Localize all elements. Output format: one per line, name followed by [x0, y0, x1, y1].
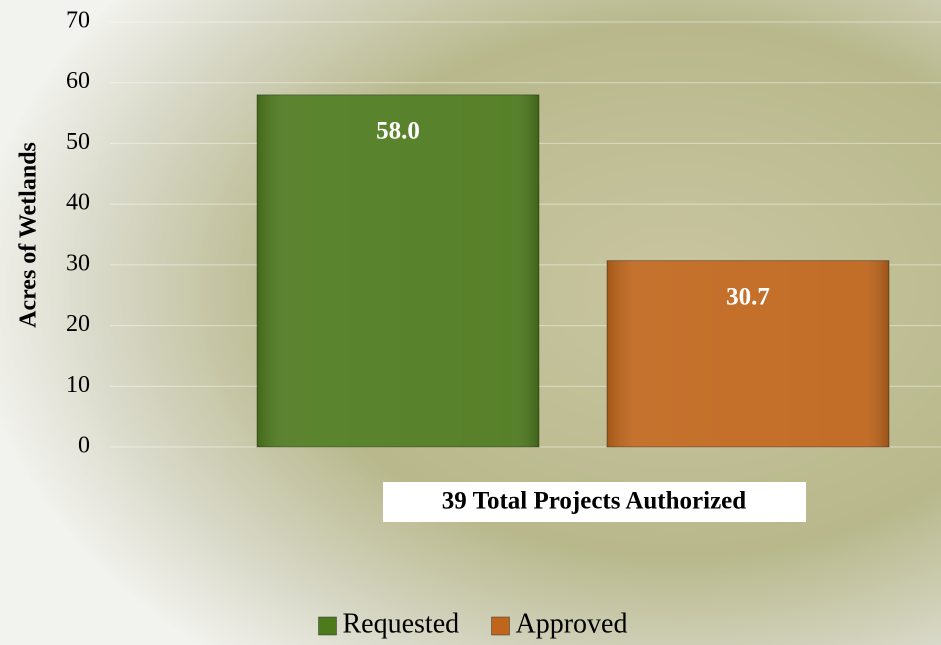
y-tick-label: 30 [66, 250, 90, 276]
legend-swatch [319, 617, 337, 635]
y-tick-label: 60 [66, 68, 90, 94]
value-label: 30.7 [726, 283, 770, 310]
y-tick-label: 10 [66, 372, 90, 398]
y-tick-label: 50 [66, 129, 90, 155]
value-label: 58.0 [376, 118, 420, 145]
y-tick-label: 0 [78, 433, 90, 459]
y-tick-label: 40 [66, 190, 90, 216]
annotation: 39 Total Projects Authorized [442, 488, 746, 515]
legend-label: Approved [516, 608, 628, 639]
legend-swatch [492, 617, 510, 635]
y-tick-label: 20 [66, 311, 90, 337]
y-tick-label: 70 [66, 8, 90, 34]
y-axis-title: Acres of Wetlands [16, 142, 42, 328]
legend-label: Requested [343, 608, 460, 639]
chart: Acres of Wetlands 39 Total Projects Auth… [0, 0, 941, 645]
bar-shine [257, 95, 539, 447]
